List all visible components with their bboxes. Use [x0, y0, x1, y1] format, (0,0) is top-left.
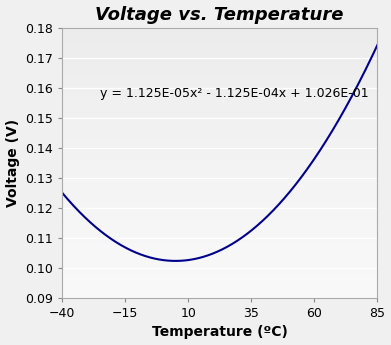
- X-axis label: Temperature (ºC): Temperature (ºC): [152, 325, 288, 339]
- Title: Voltage vs. Temperature: Voltage vs. Temperature: [95, 6, 344, 23]
- Text: y = 1.125E-05x² - 1.125E-04x + 1.026E-01: y = 1.125E-05x² - 1.125E-04x + 1.026E-01: [100, 87, 368, 100]
- Y-axis label: Voltage (V): Voltage (V): [5, 119, 20, 207]
